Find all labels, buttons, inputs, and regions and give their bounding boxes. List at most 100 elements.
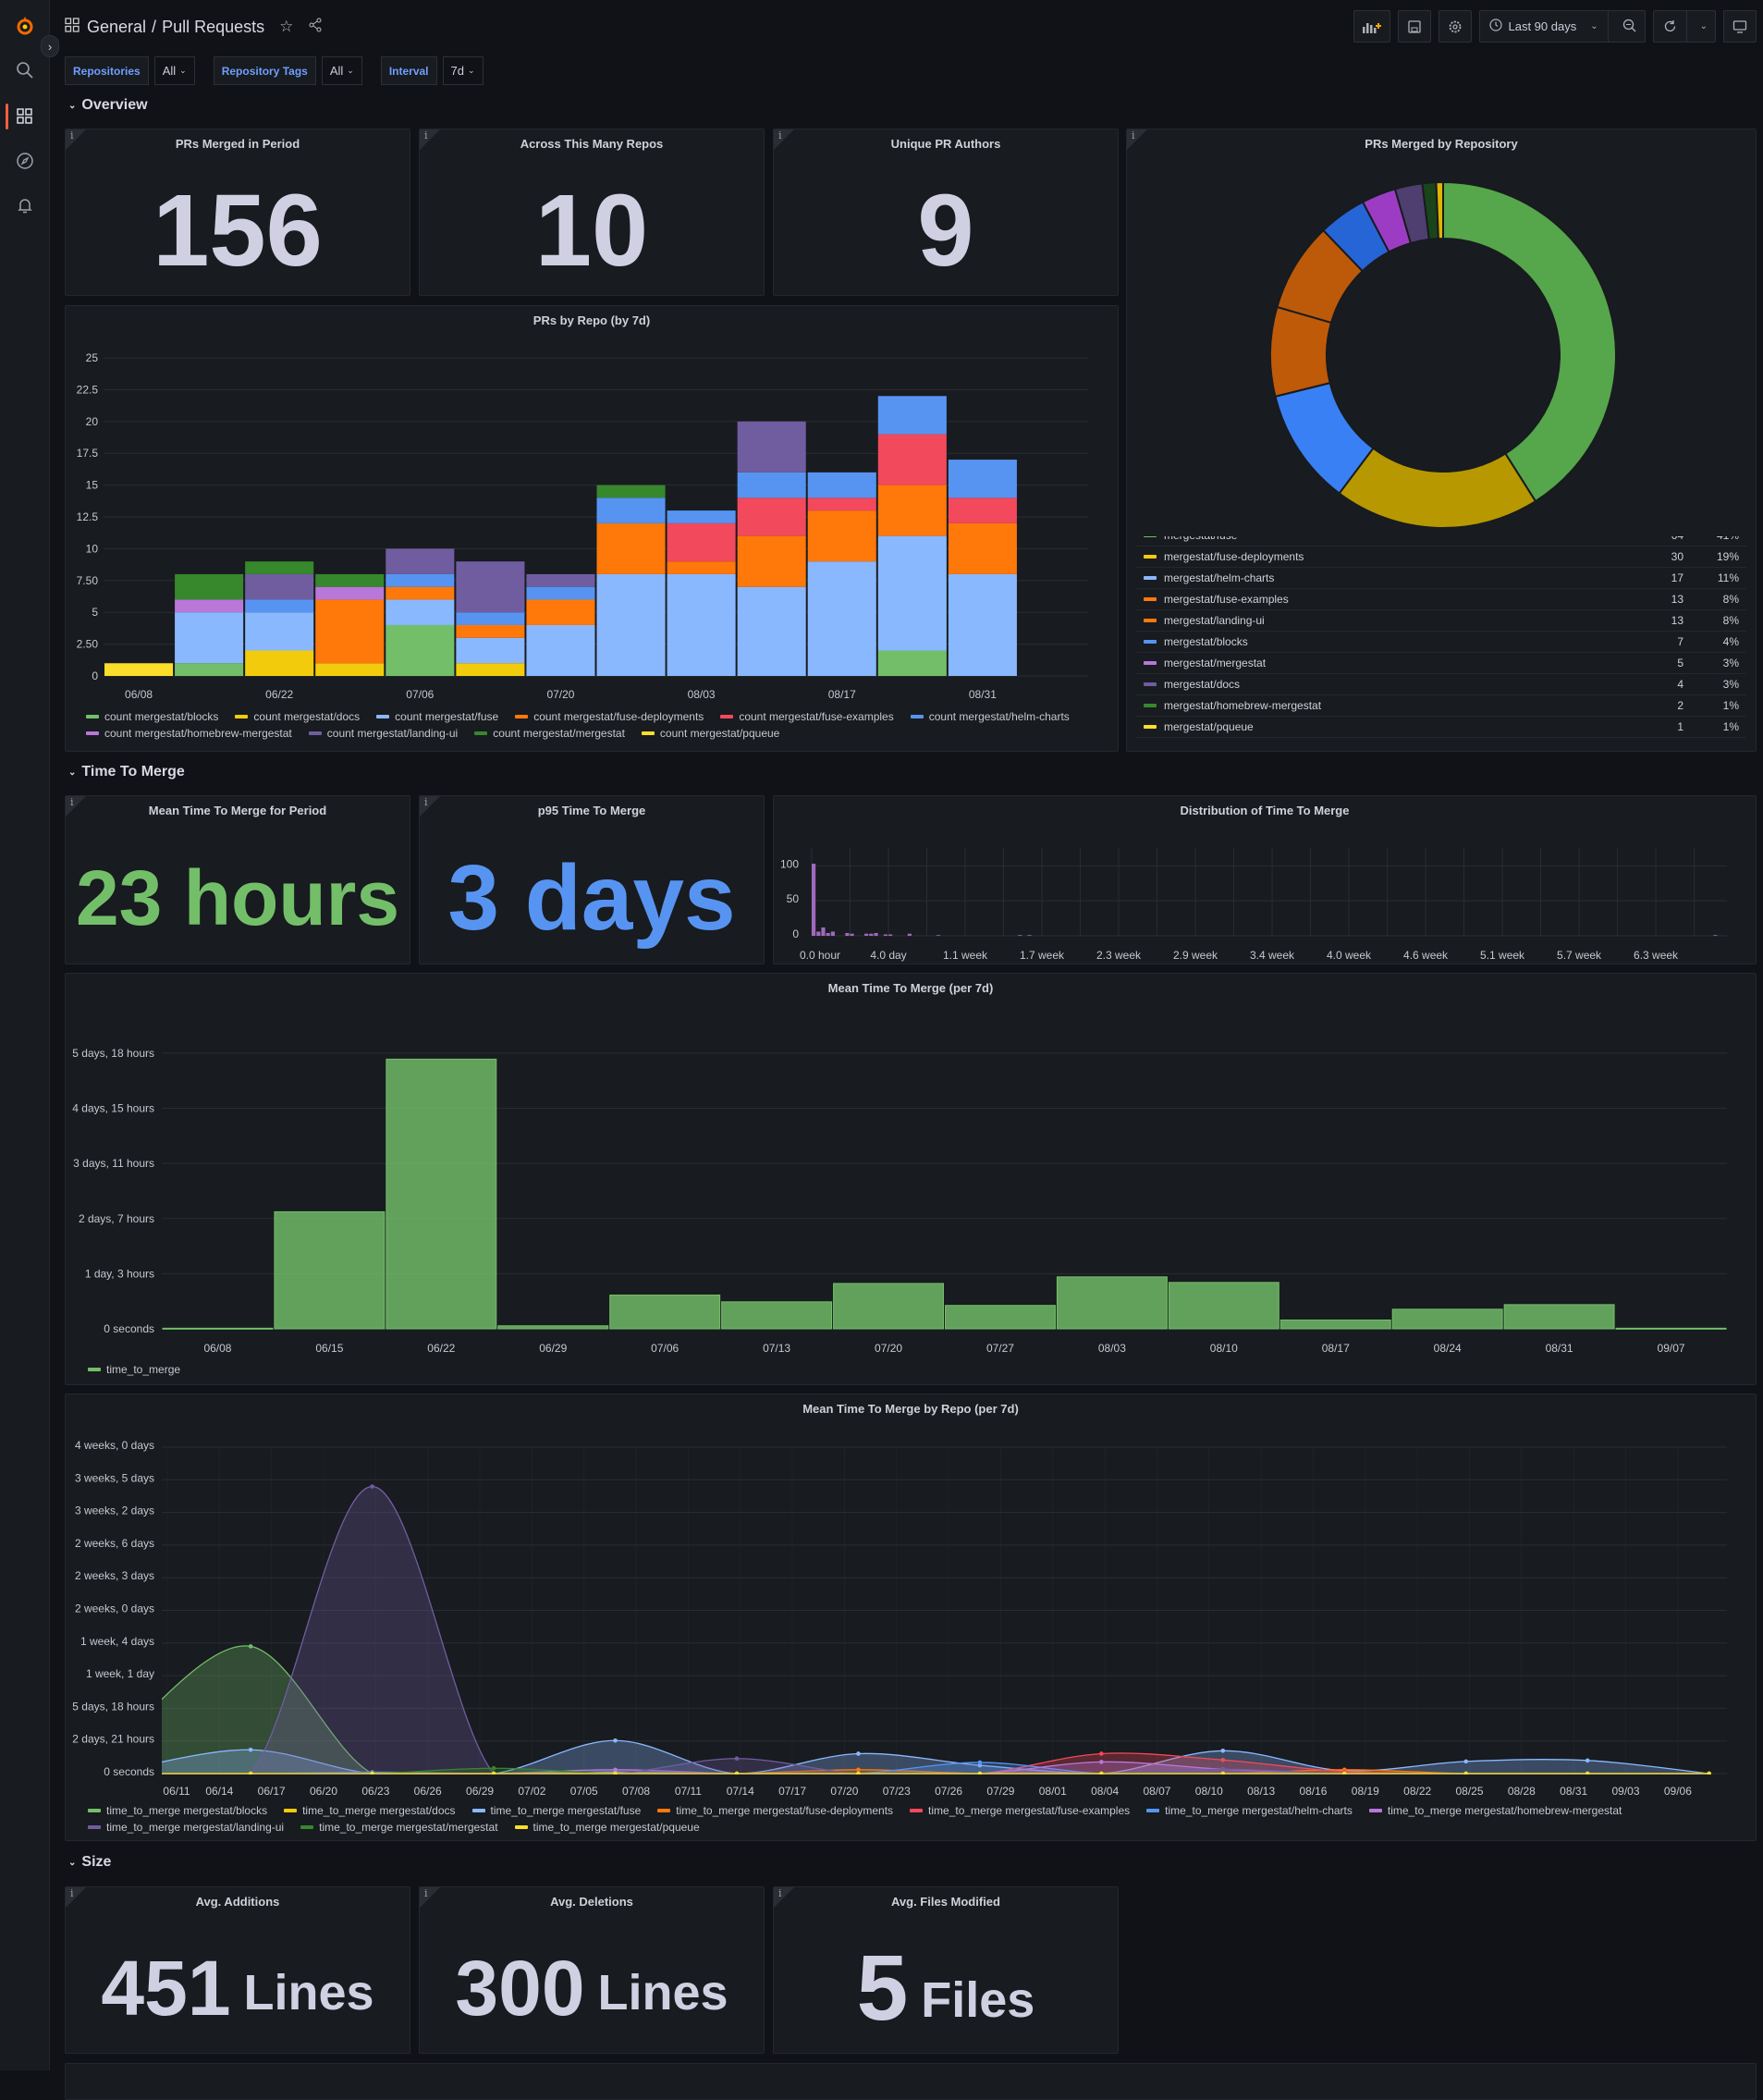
variable-select-repositories[interactable]: All ⌄ xyxy=(153,56,195,85)
legend-label: time_to_merge xyxy=(106,1363,181,1376)
panel-info-icon[interactable]: i xyxy=(774,1887,794,1908)
legend-row[interactable]: mergestat/pqueue 1 1% xyxy=(1136,717,1746,738)
breadcrumb-folder[interactable]: General xyxy=(87,17,147,36)
x-tick-label: 6.3 week xyxy=(1634,949,1679,962)
legend-item[interactable]: time_to_merge mergestat/blocks xyxy=(88,1804,267,1817)
grafana-logo-icon[interactable] xyxy=(12,13,38,39)
legend-item[interactable]: time_to_merge mergestat/landing-ui xyxy=(88,1821,284,1834)
legend-row[interactable]: mergestat/blocks 7 4% xyxy=(1136,632,1746,653)
dashboards-icon[interactable] xyxy=(12,104,38,129)
legend-item[interactable]: count mergestat/fuse-deployments xyxy=(515,710,704,723)
share-icon[interactable] xyxy=(308,18,323,37)
legend-item[interactable]: time_to_merge mergestat/fuse-examples xyxy=(910,1804,1130,1817)
legend-item[interactable]: time_to_merge mergestat/homebrew-mergest… xyxy=(1368,1804,1622,1817)
legend-item[interactable]: count mergestat/mergestat xyxy=(474,727,625,740)
legend-item[interactable]: count mergestat/blocks xyxy=(86,710,218,723)
legend-row[interactable]: mergestat/fuse-deployments 30 19% xyxy=(1136,546,1746,568)
legend-label: mergestat/mergestat xyxy=(1164,657,1267,669)
y-tick-label: 3 weeks, 2 days xyxy=(75,1504,154,1517)
stat-value-container: 5 Files xyxy=(774,1924,1118,2053)
legend-item[interactable]: time_to_merge mergestat/mergestat xyxy=(300,1821,498,1834)
data-point xyxy=(613,1771,618,1775)
legend-row[interactable]: mergestat/landing-ui 13 8% xyxy=(1136,610,1746,632)
y-tick-label: 3 weeks, 5 days xyxy=(75,1471,154,1484)
legend-item[interactable]: count mergestat/pqueue xyxy=(641,727,779,740)
zoom-out-button[interactable] xyxy=(1614,18,1645,35)
pie-legend[interactable]: mergestat/fuse6441%mergestat/fuse-deploy… xyxy=(1136,536,1746,745)
bar-segment xyxy=(877,650,947,676)
bar-segment xyxy=(877,396,947,435)
bar-segment xyxy=(456,612,525,625)
legend-item[interactable]: time_to_merge mergestat/fuse-deployments xyxy=(657,1804,893,1817)
refresh-button[interactable] xyxy=(1654,11,1687,42)
data-point xyxy=(1220,1757,1226,1762)
donut-chart xyxy=(1269,180,1617,529)
series-area xyxy=(162,1646,1709,1774)
histogram-chart: 0 50 100 0.0 hour 4.0 day 1.1 week 1.7 week 2.3… xyxy=(780,848,1727,962)
legend-item[interactable]: time_to_merge mergestat/helm-charts xyxy=(1146,1804,1353,1817)
x-tick-label: 07/06 xyxy=(406,688,434,701)
panel-info-icon[interactable]: i xyxy=(774,129,794,150)
breadcrumb-separator: / xyxy=(152,17,157,36)
legend-row[interactable]: mergestat/docs 4 3% xyxy=(1136,674,1746,695)
variable-select-interval[interactable]: 7d ⌄ xyxy=(442,56,484,85)
legend-row[interactable]: mergestat/fuse6441% xyxy=(1136,536,1746,546)
legend-swatch xyxy=(1144,619,1157,622)
x-tick-label: 08/01 xyxy=(1039,1785,1067,1798)
legend-row[interactable]: mergestat/homebrew-mergestat 2 1% xyxy=(1136,695,1746,717)
legend-percent: 19% xyxy=(1716,550,1739,563)
data-point xyxy=(370,1484,374,1489)
legend-item[interactable]: time_to_merge mergestat/pqueue xyxy=(514,1821,700,1834)
save-dashboard-button[interactable] xyxy=(1397,10,1431,43)
legend-item[interactable]: count mergestat/fuse xyxy=(376,710,498,723)
legend-item[interactable]: count mergestat/landing-ui xyxy=(308,727,459,740)
legend-row[interactable]: mergestat/mergestat 5 3% xyxy=(1136,653,1746,674)
legend-swatch xyxy=(1144,661,1157,665)
variable-select-repository-tags[interactable]: All ⌄ xyxy=(321,56,362,85)
y-tick-label: 2.50 xyxy=(77,638,99,651)
time-picker[interactable]: Last 90 days ⌄ xyxy=(1478,10,1646,43)
explore-compass-icon[interactable] xyxy=(12,148,38,174)
legend-row[interactable]: mergestat/helm-charts 17 11% xyxy=(1136,568,1746,589)
time-range-button[interactable]: Last 90 days ⌄ xyxy=(1480,11,1609,42)
legend-value: 5 xyxy=(1677,657,1683,669)
expand-sidebar-button[interactable]: › xyxy=(41,35,59,57)
panel-info-icon[interactable]: i xyxy=(66,796,86,817)
refresh-picker[interactable]: ⌄ xyxy=(1652,10,1716,43)
panel-info-icon[interactable]: i xyxy=(66,1887,86,1908)
legend-item[interactable]: time_to_merge mergestat/docs xyxy=(284,1804,456,1817)
legend-item[interactable]: count mergestat/docs xyxy=(235,710,360,723)
row-header-size[interactable]: ⌄ Size xyxy=(68,1854,111,1871)
legend-item[interactable]: count mergestat/fuse-examples xyxy=(720,710,894,723)
legend-percent: 41% xyxy=(1683,536,1739,542)
alerting-bell-icon[interactable] xyxy=(12,192,38,218)
refresh-interval-dropdown[interactable]: ⌄ xyxy=(1699,21,1708,31)
legend-percent: 1% xyxy=(1722,699,1739,712)
row-header-time-to-merge[interactable]: ⌄ Time To Merge xyxy=(68,764,185,780)
add-panel-button[interactable] xyxy=(1353,10,1390,43)
pie-panel-prs-by-repository: i PRs Merged by Repository mergestat/fus… xyxy=(1126,129,1757,752)
panel-info-icon[interactable]: i xyxy=(1127,129,1147,150)
star-icon[interactable]: ☆ xyxy=(279,18,294,35)
row-header-overview[interactable]: ⌄ Overview xyxy=(68,97,148,114)
area-chart: 06/11 06/14 06/17 06/20 06/23 06/26 06/29 07/02… xyxy=(72,1439,1727,1798)
legend-label: count mergestat/landing-ui xyxy=(326,727,459,740)
legend-value: 13 xyxy=(1671,614,1683,627)
legend-item[interactable]: time_to_merge xyxy=(88,1363,180,1376)
panel-info-icon[interactable]: i xyxy=(66,129,86,150)
panel-info-icon[interactable]: i xyxy=(420,129,440,150)
dashboard-title[interactable]: Pull Requests xyxy=(162,17,265,36)
search-icon[interactable] xyxy=(12,57,38,83)
dashboard-settings-button[interactable] xyxy=(1438,10,1472,43)
legend-item[interactable]: time_to_merge mergestat/fuse xyxy=(471,1804,641,1817)
legend-item[interactable]: count mergestat/homebrew-mergestat xyxy=(86,727,292,740)
legend-row[interactable]: mergestat/fuse-examples 13 8% xyxy=(1136,589,1746,610)
bar-segment xyxy=(526,573,595,587)
sidebar: › xyxy=(0,0,59,2070)
legend-item[interactable]: count mergestat/helm-charts xyxy=(910,710,1070,723)
panel-info-icon[interactable]: i xyxy=(420,1887,440,1908)
tv-mode-button[interactable] xyxy=(1723,10,1757,43)
bar xyxy=(162,1327,274,1330)
x-tick-label: 06/08 xyxy=(125,688,153,701)
panel-info-icon[interactable]: i xyxy=(420,796,440,817)
